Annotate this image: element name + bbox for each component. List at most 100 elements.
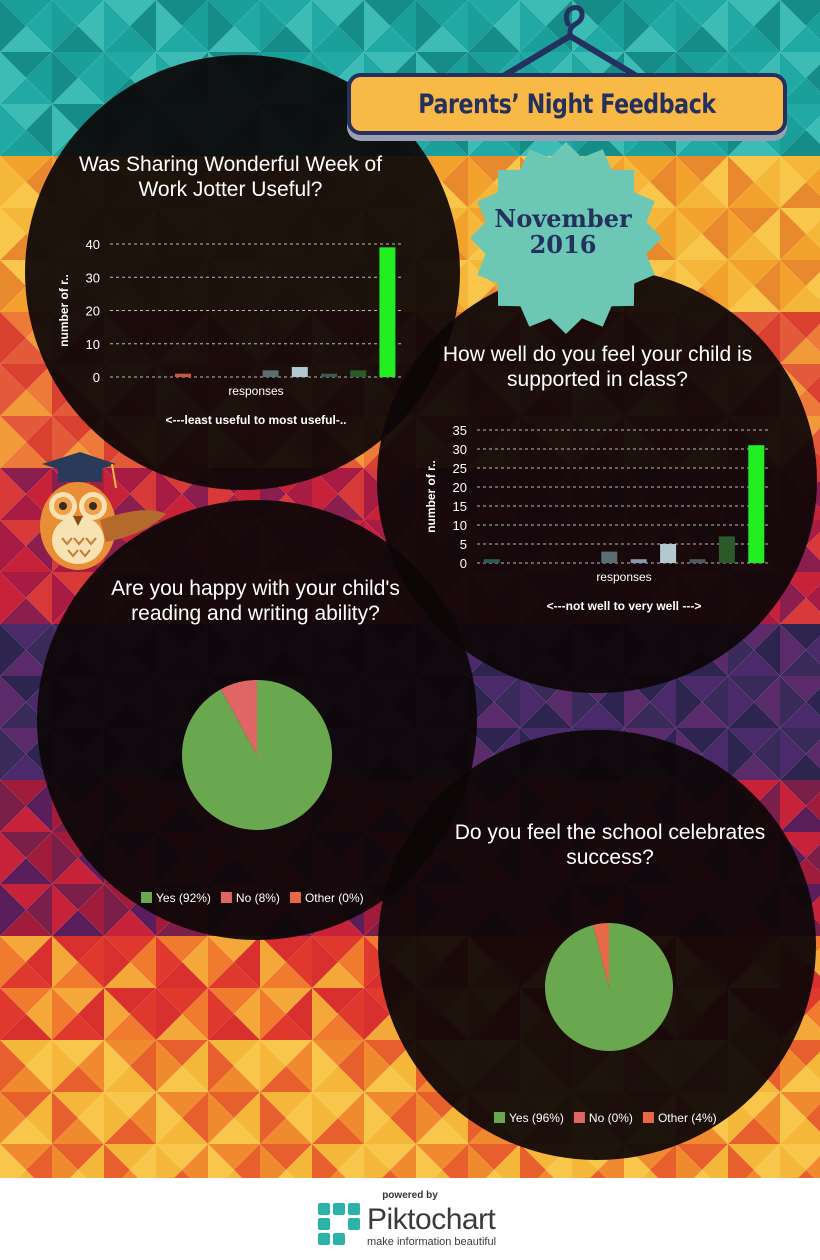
bg-triangle (0, 78, 52, 104)
bg-triangle (312, 1144, 364, 1170)
bg-triangle (52, 988, 78, 1040)
chart2-bar (689, 559, 706, 563)
bg-triangle (0, 780, 52, 806)
bg-triangle (26, 832, 52, 884)
bg-triangle (806, 792, 820, 820)
chart1-ytick-label: 0 (93, 370, 100, 385)
bg-triangle (208, 1144, 260, 1170)
bg-triangle (728, 702, 780, 728)
bg-triangle (754, 728, 780, 780)
chart1-ytick-label: 20 (86, 304, 100, 319)
bg-triangle (208, 962, 260, 988)
chart3-pie-chart: Yes (92%) No (8%) Other (0%) (141, 680, 364, 905)
bg-triangle (468, 130, 520, 156)
chart2-bar-chart: 0 5 10 15 20 25 30 35 number of r.. responses <---… (460, 429, 771, 571)
bg-triangle (676, 52, 728, 78)
bg-triangle (130, 936, 156, 988)
bg-triangle (676, 0, 728, 26)
bg-triangle (104, 0, 156, 26)
bg-triangle (780, 806, 820, 832)
bg-triangle (590, 1170, 606, 1178)
bg-triangle (0, 26, 52, 52)
page-title: Parents’ Night Feedback (418, 88, 716, 120)
bg-triangle (26, 936, 52, 988)
bg-triangle (312, 936, 364, 962)
bg-triangle (104, 988, 130, 1040)
bg-triangle (312, 0, 364, 26)
bg-triangle (702, 1144, 728, 1178)
bg-triangle (52, 1014, 104, 1040)
chart3-legend-swatch (220, 892, 232, 903)
bg-triangle (52, 0, 104, 26)
bg-triangle (572, 702, 624, 728)
bg-triangle (260, 962, 312, 988)
bg-triangle (676, 1144, 702, 1178)
bg-triangle (338, 988, 364, 1040)
hanger-icon (497, 5, 643, 81)
bg-triangle (0, 806, 52, 832)
bg-triangle (260, 1118, 312, 1144)
bg-triangle (676, 728, 728, 754)
bg-triangle (234, 936, 260, 988)
bg-triangle (312, 1040, 364, 1066)
bg-triangle (0, 1118, 52, 1144)
piktochart-tagline: make information beautiful (367, 1236, 497, 1248)
bg-triangle (156, 1144, 208, 1170)
bg-triangle (104, 1092, 156, 1118)
bg-triangle (364, 26, 416, 52)
bg-triangle (702, 676, 728, 728)
bg-triangle (0, 1092, 26, 1144)
bg-triangle (806, 220, 820, 248)
bg-triangle (156, 468, 182, 520)
bg-triangle (78, 936, 104, 988)
bg-triangle (208, 936, 260, 962)
bg-triangle (278, 1170, 294, 1178)
bg-triangle (702, 260, 728, 312)
bg-triangle (676, 260, 728, 286)
bg-triangle (104, 884, 130, 936)
bg-triangle (70, 1170, 86, 1178)
bg-triangle (286, 988, 312, 1040)
bg-triangle (0, 884, 52, 910)
bg-triangle (624, 130, 676, 156)
bg-triangle (416, 1118, 468, 1144)
bg-triangle (728, 234, 780, 260)
bg-triangle (18, 1170, 34, 1178)
bg-triangle (156, 1066, 208, 1092)
bg-triangle (676, 182, 728, 208)
bg-triangle (312, 1066, 364, 1092)
bg-triangle (806, 168, 820, 196)
bg-triangle (0, 520, 26, 572)
bg-triangle (52, 78, 104, 104)
bg-triangle (728, 754, 780, 780)
bg-triangle (364, 0, 416, 26)
bg-triangle (676, 26, 728, 52)
bg-triangle (494, 676, 520, 728)
bg-triangle (52, 988, 104, 1014)
bg-triangle (0, 104, 52, 130)
bg-triangle (0, 624, 26, 676)
chart1-note: <---least useful to most useful-.. (165, 413, 346, 427)
bg-triangle (0, 52, 26, 104)
bg-triangle (182, 0, 208, 52)
bg-triangle (234, 0, 260, 52)
bg-triangle (806, 1104, 820, 1132)
bg-triangle (260, 1014, 312, 1040)
bg-triangle (156, 1144, 182, 1178)
bg-triangle (702, 156, 728, 208)
bg-triangle (156, 1118, 208, 1144)
bg-triangle (260, 1092, 312, 1118)
bg-triangle (0, 52, 52, 78)
chart2-bar (660, 544, 677, 563)
bg-triangle (780, 754, 820, 780)
badge-star-shape (470, 142, 662, 334)
owl-icon (40, 452, 166, 570)
chart2-ytick-label: 0 (460, 556, 467, 571)
bg-triangle (468, 702, 520, 728)
bg-triangle (26, 884, 52, 936)
chart3-legend-swatch (289, 892, 301, 903)
bg-triangle (104, 962, 156, 988)
chart1-bar (175, 373, 191, 377)
chart3-legend-label: Other (0%) (305, 891, 364, 905)
bg-triangle (0, 988, 52, 1014)
